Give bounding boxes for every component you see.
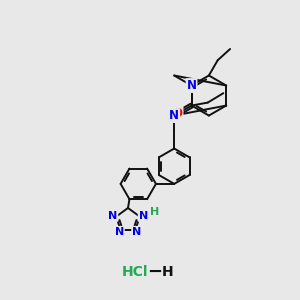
Text: O: O xyxy=(172,107,182,120)
Text: N: N xyxy=(139,211,148,221)
Text: −: − xyxy=(147,263,162,281)
Text: N: N xyxy=(169,109,179,122)
Text: N: N xyxy=(115,227,124,237)
Text: N: N xyxy=(108,211,117,221)
Text: H: H xyxy=(150,207,160,217)
Text: H: H xyxy=(162,265,173,279)
Text: N: N xyxy=(132,227,141,237)
Text: HCl: HCl xyxy=(122,265,148,279)
Text: N: N xyxy=(187,79,196,92)
